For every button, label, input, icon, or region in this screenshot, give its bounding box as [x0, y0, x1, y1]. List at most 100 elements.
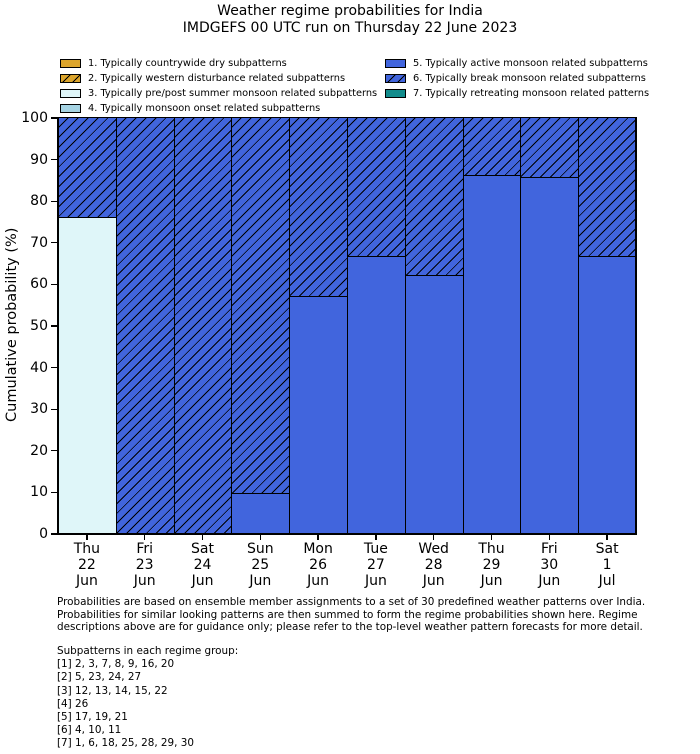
x-axis-tick: [144, 535, 146, 540]
x-axis-tick: [317, 535, 319, 540]
subpattern-line: [7] 1, 6, 18, 25, 28, 29, 30: [57, 737, 194, 750]
y-tick-label: 0: [39, 526, 48, 542]
x-tick-label-line: Thu: [73, 541, 101, 557]
legend-label: 4. Typically monsoon onset related subpa…: [88, 102, 321, 114]
x-tick-label: Thu 29 Jun: [462, 541, 522, 589]
x-tick-label-line: Thu: [478, 541, 505, 557]
x-axis-tick: [606, 535, 608, 540]
x-tick-label-line: 24: [193, 557, 212, 573]
legend-item: 2. Typically western disturbance related…: [60, 71, 345, 85]
x-tick-label: Tue 27 Jun: [346, 541, 406, 589]
subpatterns-list: Subpatterns in each regime group: [1] 2,…: [57, 645, 238, 751]
bar-segment: [115, 117, 175, 534]
bar-segment: [58, 216, 117, 534]
bar-segment: [289, 117, 348, 297]
legend-label: 2. Typically western disturbance related…: [88, 72, 346, 84]
x-tick-label-line: Fri: [540, 541, 558, 557]
x-tick-label-line: Jun: [422, 573, 445, 589]
y-axis-tick: [51, 117, 57, 119]
legend-swatch-icon: [60, 58, 81, 68]
subpatterns-heading: Subpatterns in each regime group:: [57, 645, 239, 657]
bar-segment: [462, 117, 522, 177]
chart-subtitle: IMDGEFS 00 UTC run on Thursday 22 June 2…: [182, 20, 518, 36]
legend-item: 5. Typically active monsoon related subp…: [385, 56, 648, 70]
y-tick-label: 80: [30, 193, 48, 210]
x-tick-label-line: Mon: [303, 541, 333, 557]
x-tick-label-line: 29: [482, 557, 501, 573]
legend-label: 5. Typically active monsoon related subp…: [413, 57, 648, 69]
x-tick-label-line: Jun: [480, 573, 503, 589]
legend-swatch-icon: [60, 88, 81, 98]
legend-swatch-icon: [60, 103, 81, 113]
x-tick-label-line: 1: [602, 557, 612, 573]
legend-item: 3. Typically pre/post summer monsoon rel…: [60, 86, 377, 100]
y-tick-label: 60: [30, 276, 48, 293]
bar-segment: [462, 175, 522, 534]
legend-label: 1. Typically countrywide dry subpatterns: [88, 57, 287, 69]
x-tick-label-line: Jul: [598, 573, 616, 589]
x-axis-tick: [259, 535, 261, 540]
y-tick-label: 10: [30, 484, 48, 501]
subpattern-line: [6] 4, 10, 11: [57, 724, 122, 737]
x-tick-label: Fri 23 Jun: [115, 541, 175, 589]
x-tick-label-line: 23: [135, 557, 154, 573]
y-axis-tick: [51, 533, 57, 535]
subpattern-line: [3] 12, 13, 14, 15, 22: [57, 684, 168, 697]
subpattern-line: [2] 5, 23, 24, 27: [57, 671, 142, 684]
subpattern-line: [4] 26: [57, 697, 89, 710]
x-tick-label-line: Jun: [249, 573, 272, 589]
y-axis-tick: [51, 366, 57, 369]
chart-title: Weather regime probabilities for India: [217, 3, 483, 19]
legend-swatch-icon: [385, 73, 406, 83]
x-axis-tick: [86, 535, 88, 540]
x-tick-label-line: Fri: [136, 541, 154, 557]
y-axis-tick: [51, 200, 57, 202]
footnote-line: Probabilities are based on ensemble memb…: [57, 596, 646, 608]
footnote-line: Probabilities for similar looking patter…: [57, 608, 638, 621]
x-tick-label-line: 22: [77, 557, 96, 573]
x-tick-label: Wed 28 Jun: [404, 541, 464, 589]
footnote: Probabilities are based on ensemble memb…: [57, 596, 645, 634]
legend-item: 1. Typically countrywide dry subpatterns: [60, 56, 287, 70]
x-tick-label: Mon 26 Jun: [288, 541, 348, 589]
bar-segment: [520, 117, 580, 179]
legend-swatch-icon: [385, 58, 406, 68]
x-tick-label-line: Jun: [191, 573, 214, 589]
y-axis-tick: [51, 242, 57, 244]
x-tick-label-line: Jun: [307, 573, 330, 589]
y-axis-tick: [51, 450, 57, 452]
legend-label: 3. Typically pre/post summer monsoon rel…: [88, 87, 378, 99]
bar-segment: [173, 117, 233, 534]
x-tick-label-line: 28: [424, 557, 443, 573]
x-tick-label-line: Jun: [75, 573, 98, 589]
y-axis-tick: [51, 325, 57, 327]
bar-segment: [347, 256, 406, 534]
y-tick-label: 30: [30, 401, 48, 418]
legend-item: 4. Typically monsoon onset related subpa…: [60, 101, 320, 115]
legend-item: 7. Typically retreating monsoon related …: [385, 86, 649, 100]
bar-segment: [578, 117, 636, 258]
x-tick-label-line: Jun: [133, 573, 156, 589]
x-tick-label-line: 26: [309, 557, 327, 573]
bar-segment: [289, 295, 348, 534]
x-tick-label: Sun 25 Jun: [230, 541, 290, 589]
subpattern-line: [1] 2, 3, 7, 8, 9, 16, 20: [57, 658, 175, 671]
x-tick-label-line: Jun: [364, 573, 387, 589]
y-tick-label: 40: [30, 359, 48, 376]
x-tick-label-line: Sat: [191, 541, 214, 557]
bar-segment: [231, 493, 291, 534]
bar-segment: [231, 117, 291, 495]
x-tick-label-line: Sun: [246, 541, 274, 557]
bar-segment: [578, 256, 636, 534]
subpattern-line: [5] 17, 19, 21: [57, 711, 128, 724]
legend-swatch-icon: [385, 88, 406, 98]
x-axis-tick: [433, 535, 435, 540]
x-tick-label-line: 27: [366, 557, 385, 573]
x-tick-label: Sat 1 Jul: [577, 541, 637, 589]
x-axis-tick: [201, 535, 204, 540]
legend-item: 6. Typically break monsoon related subpa…: [385, 71, 646, 85]
legend-swatch-icon: [60, 73, 81, 83]
legend-label: 7. Typically retreating monsoon related …: [413, 87, 650, 99]
x-tick-label-line: Wed: [418, 541, 449, 557]
